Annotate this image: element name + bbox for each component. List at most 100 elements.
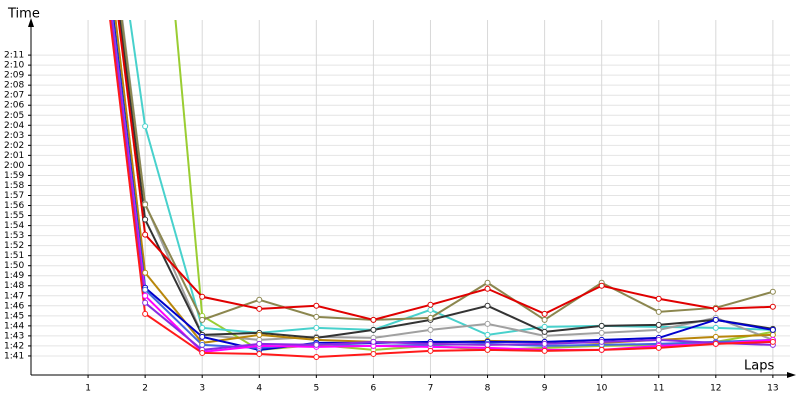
data-point (142, 216, 149, 223)
data-point (484, 302, 491, 309)
data-point (313, 341, 320, 348)
x-tick-label: 2 (142, 384, 148, 394)
data-point (484, 341, 491, 348)
data-point (199, 349, 206, 356)
data-point (199, 293, 206, 300)
data-point (655, 295, 662, 302)
data-point (142, 286, 149, 293)
data-point (313, 353, 320, 360)
data-point (370, 316, 377, 323)
data-point (541, 340, 548, 347)
data-point (712, 316, 719, 323)
y-tick-label: 1:58 (4, 181, 24, 191)
data-point (370, 326, 377, 333)
y-tick-label: 2:02 (4, 141, 24, 151)
y-axis-title: Time (7, 7, 40, 22)
data-point (256, 340, 263, 347)
data-point (712, 305, 719, 312)
data-point (256, 296, 263, 303)
data-point (655, 326, 662, 333)
data-point (769, 326, 776, 333)
data-point (541, 310, 548, 317)
y-tick-label: 1:57 (4, 191, 24, 201)
data-point (142, 201, 149, 208)
data-point (484, 285, 491, 292)
plot-area (109, 20, 776, 360)
y-tick-label: 1:56 (4, 201, 24, 211)
data-point (142, 292, 149, 299)
data-point (199, 341, 206, 348)
data-point (655, 308, 662, 315)
data-point (313, 324, 320, 331)
data-point (313, 302, 320, 309)
data-point (484, 331, 491, 338)
data-point (598, 322, 605, 329)
x-tick-label: 11 (653, 384, 664, 394)
y-tick-label: 1:55 (4, 211, 24, 221)
data-point (655, 321, 662, 328)
x-tick-label: 1 (85, 384, 91, 394)
data-point (427, 347, 434, 354)
x-tick-label: 7 (428, 384, 434, 394)
y-tick-label: 1:47 (4, 291, 24, 301)
y-tick-label: 2:03 (4, 131, 24, 141)
x-tick-label: 12 (710, 384, 721, 394)
x-arrow (787, 372, 796, 378)
y-tick-label: 2:06 (4, 101, 24, 111)
y-tick-label: 2:07 (4, 91, 24, 101)
data-point (484, 346, 491, 353)
data-point (256, 331, 263, 338)
y-tick-label: 2:00 (4, 161, 24, 171)
y-tick-label: 1:54 (4, 221, 24, 231)
data-point (427, 314, 434, 321)
data-point (541, 347, 548, 354)
x-axis-title: Laps (744, 359, 774, 374)
data-point (370, 338, 377, 345)
y-tick-label: 1:59 (4, 171, 24, 181)
y-tick-label: 1:45 (4, 311, 24, 321)
x-tick-label: 10 (596, 384, 608, 394)
y-tick-label: 2:04 (4, 121, 24, 131)
y-tick-label: 1:41 (4, 351, 24, 361)
data-point (541, 316, 548, 323)
data-point (598, 346, 605, 353)
y-tick-label: 2:08 (4, 81, 24, 91)
x-tick-label: 4 (256, 384, 262, 394)
y-tick-label: 2:11 (4, 51, 24, 61)
y-tick-label: 1:44 (4, 321, 24, 331)
y-tick-label: 1:49 (4, 271, 24, 281)
y-tick-label: 2:09 (4, 71, 24, 81)
data-point (142, 299, 149, 306)
y-tick-label: 1:46 (4, 301, 24, 311)
data-point (370, 350, 377, 357)
y-tick-label: 1:50 (4, 261, 24, 271)
data-point (484, 320, 491, 327)
data-point (655, 336, 662, 343)
y-tick-label: 2:01 (4, 151, 24, 161)
y-tick-label: 1:42 (4, 341, 24, 351)
data-point (256, 305, 263, 312)
data-point (427, 326, 434, 333)
data-point (142, 231, 149, 238)
data-point (769, 303, 776, 310)
y-tick-label: 1:52 (4, 241, 24, 251)
data-point (427, 306, 434, 313)
y-arrow (28, 18, 34, 27)
y-tick-label: 1:43 (4, 331, 24, 341)
data-point (541, 328, 548, 335)
data-point (655, 344, 662, 351)
data-point (769, 331, 776, 338)
data-point (142, 310, 149, 317)
y-tick-label: 1:48 (4, 281, 24, 291)
x-tick-label: 6 (371, 384, 377, 394)
data-point (427, 340, 434, 347)
data-point (199, 333, 206, 340)
x-tick-label: 8 (485, 384, 491, 394)
x-tick-label: 13 (767, 384, 778, 394)
y-tick-label: 1:51 (4, 251, 24, 261)
y-tick-label: 1:53 (4, 231, 24, 241)
data-point (769, 338, 776, 345)
data-point (598, 338, 605, 345)
data-point (142, 269, 149, 276)
